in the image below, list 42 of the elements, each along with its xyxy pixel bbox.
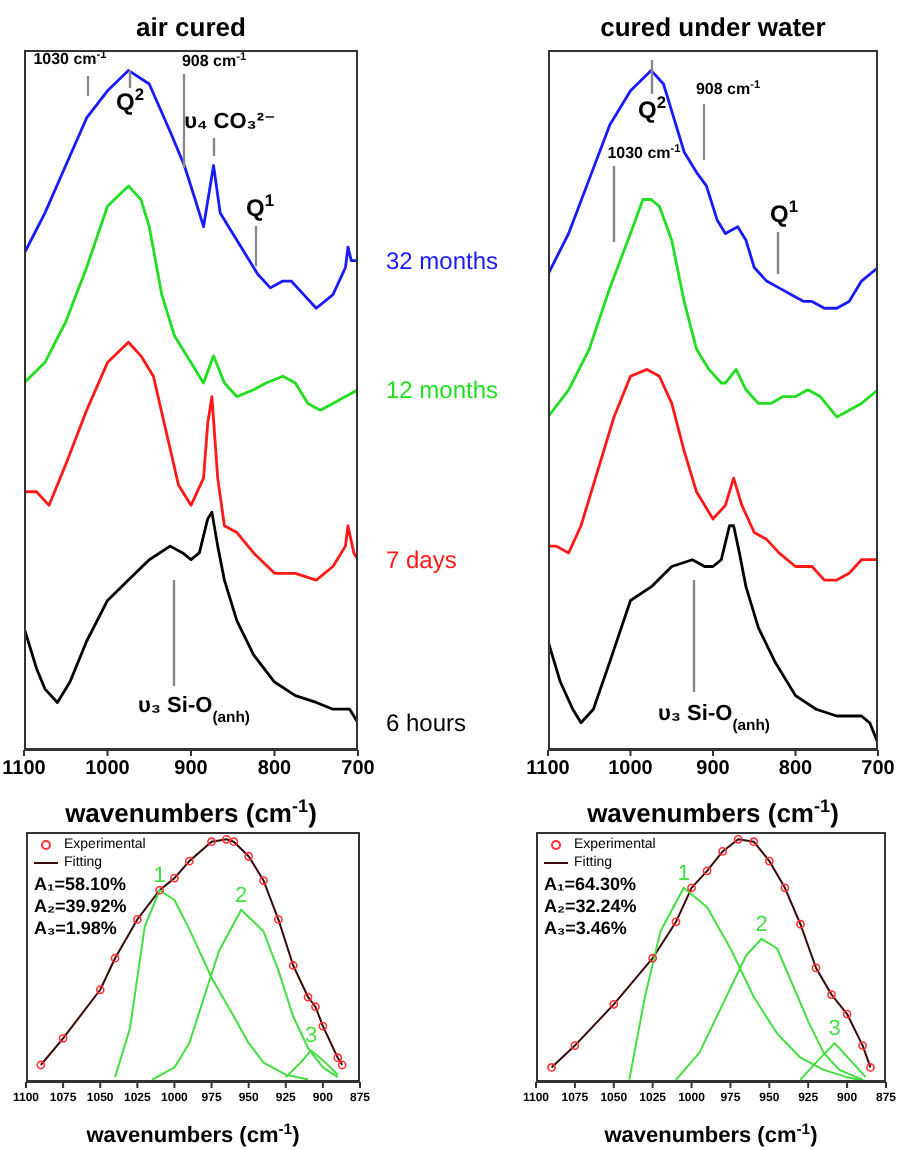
annotation: A₁=64.30%	[544, 874, 637, 896]
x-tick-label: 900	[174, 758, 209, 781]
series-label: 32 months	[386, 246, 499, 275]
series-label: 6 hours	[386, 708, 467, 737]
annotation: A₁=58.10%	[34, 874, 127, 896]
x-tick-label: 900	[696, 758, 731, 781]
x-tick-label: 1100	[2, 758, 47, 781]
x-tick-label: 700	[861, 758, 896, 781]
x-tick-label: 700	[341, 758, 376, 781]
x-tick-label: 800	[257, 758, 293, 781]
annotation: 908 cm$^{-1}$	[695, 80, 761, 98]
annotation: Q$^{2}$	[115, 84, 145, 116]
x-tick-label: 800	[778, 758, 814, 781]
annotation: Q$^{1}$	[245, 190, 275, 222]
series-label: 3	[828, 1017, 841, 1042]
annotation: Q$^{2}$	[637, 92, 667, 124]
series-label: 2	[235, 883, 248, 908]
annotation: A₃=3.46%	[544, 918, 629, 940]
series-label: 12 months	[386, 375, 499, 404]
series-label: 1	[677, 861, 690, 886]
annotation: Q$^{1}$	[769, 196, 799, 228]
annotation: υ₃ Si-O$_{(anh)}$	[658, 702, 771, 733]
x-axis-title: wavenumbers (cm$^{-1}$)	[585, 796, 839, 828]
x-axis-title: wavenumbers (cm$^{-1}$)	[63, 796, 317, 828]
x-tick-label: 1000	[608, 758, 654, 781]
x-axis-title: wavenumbers (cm$^{-1}$)	[84, 1119, 301, 1148]
series-label: 3	[304, 1024, 318, 1049]
annotation: A₂=39.92%	[34, 896, 127, 918]
text: 908 cm$^{-1}$	[181, 52, 247, 70]
x-tick-label: 1100	[526, 758, 571, 781]
series-label: 7 days	[386, 545, 457, 574]
annotation: A₃=1.98%	[34, 918, 119, 940]
x-tick-label: 1000	[85, 758, 131, 781]
series-label: 2	[755, 912, 768, 937]
chart-title: cured under water	[598, 12, 828, 42]
chart-title: air cured	[134, 12, 248, 42]
annotation: υ₃ Si-O$_{(anh)}$	[138, 694, 251, 725]
annotation: υ₄ CO₃²⁻	[184, 110, 277, 134]
x-axis-title: wavenumbers (cm$^{-1}$)	[602, 1119, 819, 1148]
annotation: A₂=32.24%	[544, 896, 637, 918]
series-label: 1	[153, 864, 166, 889]
annotation: 1030 cm$^{-1}$	[607, 144, 681, 162]
